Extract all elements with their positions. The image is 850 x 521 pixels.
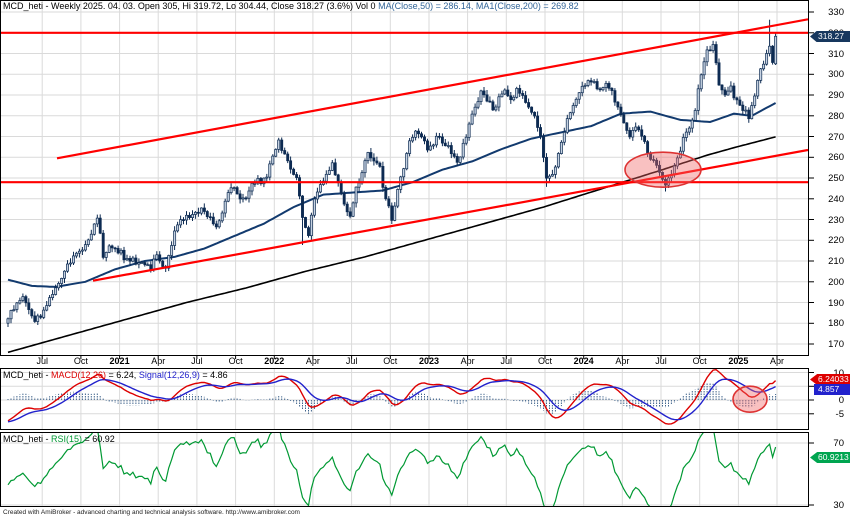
axis-label: 10 <box>833 367 844 379</box>
axis-label: 230 <box>828 214 844 226</box>
axis-label: 260 <box>828 152 844 164</box>
macd-title-prefix: MCD_heti - <box>3 370 52 380</box>
macd-plot <box>7 369 777 425</box>
macd-value-badge: 6.24033 <box>810 374 850 385</box>
price-pane-title: MCD_heti - Weekly 2025. 04. 03. Open 305… <box>3 1 579 11</box>
axis-label: 190 <box>828 297 844 309</box>
rsi-title-label: RSI(15) <box>51 434 83 444</box>
trendlines <box>1 18 808 282</box>
axis-label: 30 <box>833 500 844 511</box>
date-axis-label: 2022 <box>264 356 285 366</box>
date-axis-label: Jul <box>191 356 203 366</box>
signal-value-badge: 4.857 <box>814 384 850 395</box>
axis-label: 270 <box>828 131 844 143</box>
rsi-value-badge: 60.9213 <box>810 452 850 463</box>
axis-label: 0 <box>838 395 844 406</box>
candlesticks <box>6 19 778 327</box>
axis-label: 280 <box>828 110 844 122</box>
date-axis-label: Apr <box>770 356 785 366</box>
axis-label: 180 <box>828 318 844 330</box>
axis-label: 310 <box>828 48 844 60</box>
axis-label: 200 <box>828 276 844 288</box>
footer-credit: Created with AmiBroker - advanced charti… <box>3 509 300 516</box>
date-axis: Jul Oct 2021 Apr Jul Oct 2022 Apr Jul Oct 2023 Apr J… <box>0 356 810 368</box>
date-axis-label: Oct <box>692 356 707 366</box>
gridlines <box>1 1 808 506</box>
signal-title-label: Signal(12,26,9) <box>138 370 200 380</box>
macd-title-label: MACD(12,26) <box>51 370 107 380</box>
axis-label: 290 <box>828 90 844 101</box>
annotation-ellipses <box>624 151 768 414</box>
macd-title-value: = 6.24, <box>106 370 139 380</box>
date-axis-label: Oct <box>383 356 398 366</box>
signal-title-value: = 4.86 <box>199 370 228 380</box>
date-axis-label: Jul <box>655 356 667 366</box>
axis-label: 330 <box>828 7 844 18</box>
date-axis-label: Apr <box>305 356 320 366</box>
axis-label: 220 <box>828 235 844 247</box>
date-axis-label: 2025 <box>728 356 749 366</box>
macd-pane-title: MCD_heti - MACD(12,26) = 6.24, Signal(12… <box>3 370 228 380</box>
axis-label: 240 <box>828 193 844 205</box>
date-axis-label: Oct <box>537 356 552 366</box>
date-axis-label: Jul <box>36 356 48 366</box>
axis-label: 300 <box>828 69 844 81</box>
axis-label: 170 <box>828 339 844 350</box>
date-axis-label: 2023 <box>418 356 439 366</box>
date-axis-label: Jul <box>345 356 358 366</box>
pane-borders <box>0 0 809 507</box>
date-axis-label: Apr <box>151 356 166 366</box>
axis-ticks <box>41 11 814 506</box>
axis-label: -5 <box>835 408 844 420</box>
rsi-pane-title: MCD_heti - RSI(15) = 60.92 <box>3 434 115 444</box>
last-price-badge: 318.27 <box>810 31 850 42</box>
date-axis-label: Oct <box>228 356 243 366</box>
rsi-plot <box>7 433 777 506</box>
axis-label: 70 <box>833 438 844 449</box>
date-axis-label: Oct <box>73 356 88 366</box>
rsi-title-prefix: MCD_heti - <box>3 434 52 444</box>
price-title-ma-values: MA(Close,50) = 286.14, MA1(Close,200) = … <box>378 1 579 11</box>
date-axis-label: Apr <box>460 356 475 366</box>
date-axis-label: 2024 <box>573 356 594 366</box>
price-title-main: MCD_heti - Weekly 2025. 04. 03. Open 305… <box>3 1 379 11</box>
date-axis-label: Jul <box>500 356 513 366</box>
date-axis-label: 2021 <box>109 356 130 366</box>
rsi-title-value: = 60.92 <box>82 434 115 444</box>
date-axis-label: Apr <box>615 356 630 366</box>
axis-label: 250 <box>828 173 844 184</box>
ma200-line <box>7 136 776 354</box>
axis-label: 210 <box>828 256 844 267</box>
